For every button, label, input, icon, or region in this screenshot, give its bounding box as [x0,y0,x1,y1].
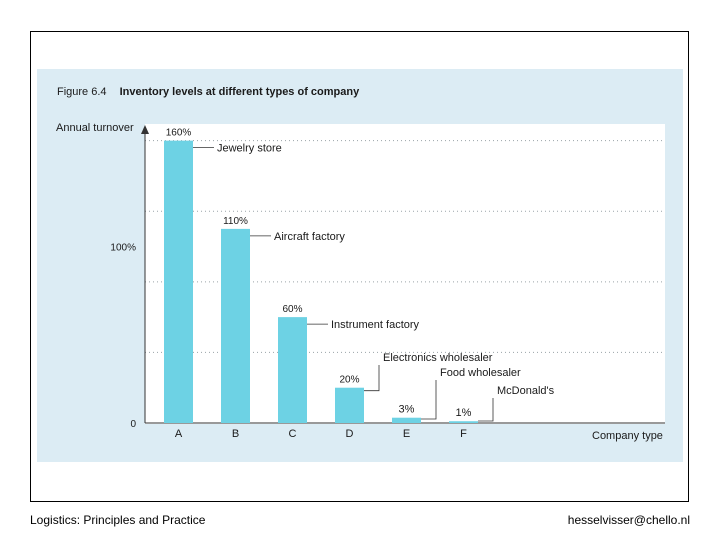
y-tick-label-1: 0 [130,419,136,430]
figure-heading: Figure 6.4 Inventory levels at different… [57,86,359,98]
y-tick-layer: 0 100% [110,243,136,430]
category-label-C: C [289,428,297,440]
category-label-F: F [460,428,467,440]
category-label-A: A [175,428,183,440]
y-axis-arrow [141,125,149,134]
bar-C [278,317,307,423]
value-label-A: 160% [166,128,192,139]
footer-email: hesselvisser@chello.nl [567,513,690,527]
leader-line-F [478,398,494,422]
value-label-F: 1% [456,407,472,419]
bar-E [392,417,421,423]
y-tick-label-2: 100% [110,243,136,254]
category-label-D: D [346,428,354,440]
bar-A [164,140,193,423]
company-label-B: Aircraft factory [274,231,345,243]
company-label-C: Instrument factory [331,319,420,331]
company-label-D: Electronics wholesaler [383,352,493,364]
category-label-E: E [403,428,410,440]
company-label-F: McDonald's [497,385,555,397]
x-axis-label: Company type [592,430,663,442]
company-label-A: Jewelry store [217,143,282,155]
bar-D [335,387,364,423]
bar-layer [164,140,478,423]
gridline-layer [145,140,665,353]
category-label-B: B [232,428,239,440]
value-label-C: 60% [282,304,302,315]
figure-number: Figure 6.4 [57,86,107,98]
y-axis-label: Annual turnover [56,122,134,134]
footer-course-title: Logistics: Principles and Practice [30,513,206,527]
value-label-E: 3% [399,404,415,416]
company-label-E: Food wholesaler [440,367,521,379]
bar-F [449,421,478,423]
bar-B [221,228,250,423]
value-label-D: 20% [339,375,359,386]
figure-title: Inventory levels at different types of c… [119,86,360,98]
label-layer: A 160% Jewelry store B 110% Aircraft factory C… [166,128,555,440]
value-label-B: 110% [223,216,248,227]
leader-line-E [421,380,437,420]
leader-line-D [364,365,380,392]
